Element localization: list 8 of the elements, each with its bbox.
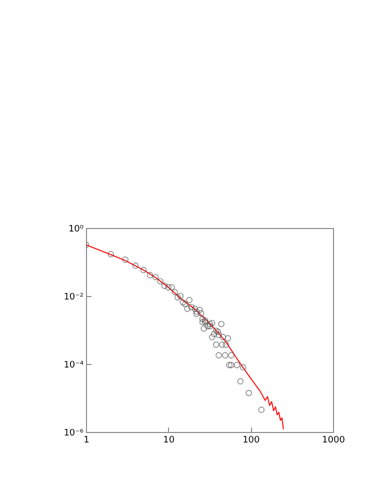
y-tick-label: 10⁰: [68, 224, 84, 234]
x-tick-label: 100: [242, 436, 260, 446]
x-tick-label: 1000: [322, 436, 346, 446]
y-tick-label: 10⁻²: [64, 292, 84, 302]
y-tick-label: 10⁻⁶: [64, 428, 84, 438]
x-tick-label: 10: [163, 436, 175, 446]
y-tick-label: 10⁻⁴: [64, 360, 84, 370]
x-tick-label: 1: [84, 436, 90, 446]
